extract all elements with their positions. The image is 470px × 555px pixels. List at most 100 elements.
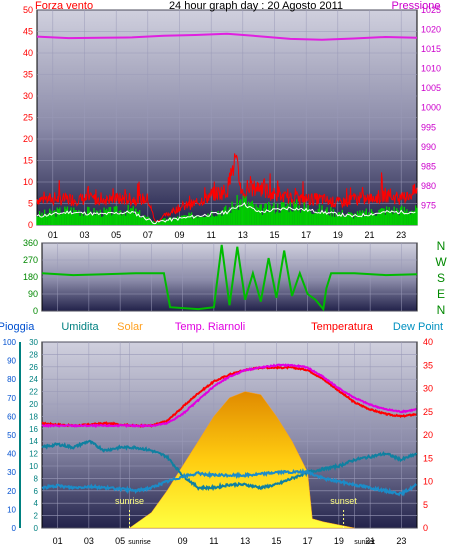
y-tick-label-umidita: 24 xyxy=(29,375,38,384)
panel2-series xyxy=(41,244,418,312)
y-tick-label-right: 985 xyxy=(421,161,436,171)
y-tick-label: 0 xyxy=(33,306,38,316)
y-tick-label-left: 30 xyxy=(23,91,33,101)
panel1-axes: 0510152025303540455097598098599099510001… xyxy=(23,5,441,240)
y-tick-label-temp: 0 xyxy=(423,523,428,533)
y-tick-label-umidita: 6 xyxy=(34,487,39,496)
y-tick-label-umidita: 12 xyxy=(29,450,38,459)
x-tick-label: 11 xyxy=(209,536,218,546)
legend-item: Solar xyxy=(117,321,143,333)
direction-letter: N xyxy=(437,239,446,253)
wind-avg-series-line xyxy=(36,202,416,225)
y-tick-label-umidita: 8 xyxy=(34,474,39,483)
y-tick-label-right: 1015 xyxy=(421,44,441,54)
panel3-legend: Pioggia Umidita Solar Temp. Riarnoli Tempera… xyxy=(0,321,443,333)
y-tick-label: 180 xyxy=(23,272,38,282)
direction-series-line xyxy=(41,244,418,312)
panel3-axes: 0246810121416182022242628300102030405060… xyxy=(3,337,433,546)
x-tick-label: 21 xyxy=(364,230,374,240)
y-tick-label-temp: 15 xyxy=(423,453,433,463)
y-tick-label-left: 20 xyxy=(23,134,33,144)
y-tick-label-pioggia: 60 xyxy=(7,412,16,421)
y-tick-label-right: 1005 xyxy=(421,83,441,93)
y-tick-label-umidita: 22 xyxy=(29,388,38,397)
x-tick-label: 17 xyxy=(303,536,313,546)
x-tick-label: 19 xyxy=(333,230,343,240)
panel2-grid xyxy=(42,242,417,312)
legend-item: Umidita xyxy=(61,321,99,333)
series-line-umidita xyxy=(41,439,418,492)
x-tick-label: 23 xyxy=(396,230,406,240)
x-tick-label: 23 xyxy=(396,536,406,546)
y-tick-label-pioggia: 70 xyxy=(7,394,16,403)
y-tick-label-temp: 35 xyxy=(423,360,433,370)
y-tick-label-pioggia: 0 xyxy=(12,524,17,533)
y-tick-label-umidita: 20 xyxy=(29,400,38,409)
y-tick-label-left: 15 xyxy=(23,156,33,166)
x-tick-label: 01 xyxy=(48,230,58,240)
y-tick-label-right: 975 xyxy=(421,200,436,210)
y-tick-label-temp: 5 xyxy=(423,500,428,510)
y-tick-label-umidita: 2 xyxy=(34,512,39,521)
series-line-temperatura xyxy=(41,365,417,428)
y-tick-label-pioggia: 100 xyxy=(3,338,17,347)
direction-letter: S xyxy=(437,271,445,285)
y-tick-label-umidita: 14 xyxy=(29,437,38,446)
x-tick-label: 09 xyxy=(178,536,188,546)
panel1-series xyxy=(36,32,418,225)
pressure-series-line xyxy=(36,32,418,41)
y-tick-label-right: 995 xyxy=(421,122,436,132)
solar-area xyxy=(128,391,355,529)
y-tick-label-umidita: 26 xyxy=(29,363,38,372)
y-tick-label-right: 1000 xyxy=(421,103,441,113)
y-tick-label-pioggia: 10 xyxy=(7,505,16,514)
x-tick-label: 13 xyxy=(238,230,248,240)
y-tick-label-right: 1020 xyxy=(421,25,441,35)
y-tick-label-left: 35 xyxy=(23,70,33,80)
y-tick-label-umidita: 10 xyxy=(29,462,38,471)
direction-letter: N xyxy=(437,303,446,317)
y-tick-label-left: 0 xyxy=(28,220,33,230)
x-tick-label: 07 xyxy=(143,230,153,240)
y-tick-label-umidita: 30 xyxy=(29,338,38,347)
legend-item: Temperatura xyxy=(311,321,374,333)
y-tick-label-right: 1010 xyxy=(421,64,441,74)
right-axis-label: Pressione xyxy=(392,0,441,12)
y-tick-label-left: 50 xyxy=(23,5,33,15)
y-tick-label-pioggia: 90 xyxy=(7,357,16,366)
x-tick-label: 01 xyxy=(53,536,63,546)
direction-letter: W xyxy=(435,255,447,269)
y-tick-label: 270 xyxy=(23,255,38,265)
series-line-temp-riarnoli xyxy=(41,363,417,429)
panel2-axes: 0 90 180 270 360 xyxy=(23,238,38,316)
y-tick-label-pioggia: 20 xyxy=(7,487,16,496)
y-tick-label-right: 990 xyxy=(421,142,436,152)
y-tick-label-pioggia: 30 xyxy=(7,468,16,477)
x-tick-label: sunset xyxy=(354,539,375,546)
x-tick-label: 03 xyxy=(84,536,94,546)
y-tick-label-left: 40 xyxy=(23,48,33,58)
sun-annotation: sunset xyxy=(330,496,357,506)
y-tick-label-right: 980 xyxy=(421,181,436,191)
x-tick-label: 11 xyxy=(206,230,215,240)
x-tick-label: 15 xyxy=(271,536,281,546)
legend-item: Dew Point xyxy=(393,321,443,333)
y-tick-label-umidita: 0 xyxy=(34,524,39,533)
y-tick-label-temp: 10 xyxy=(423,477,433,487)
x-tick-label: 03 xyxy=(79,230,89,240)
y-tick-label-left: 45 xyxy=(23,27,33,37)
y-tick-label-umidita: 18 xyxy=(29,412,38,421)
series-line-dew-point xyxy=(41,468,418,497)
y-tick-label-temp: 40 xyxy=(423,337,433,347)
y-tick-label-pioggia: 80 xyxy=(7,375,16,384)
gust-series-line xyxy=(36,153,418,224)
x-tick-label: sunrise xyxy=(128,539,151,546)
x-tick-label: 09 xyxy=(174,230,184,240)
y-tick-label: 360 xyxy=(23,238,38,248)
direction-letter: E xyxy=(437,287,445,301)
y-tick-label-umidita: 16 xyxy=(29,425,38,434)
y-tick-label-pioggia: 50 xyxy=(7,431,16,440)
